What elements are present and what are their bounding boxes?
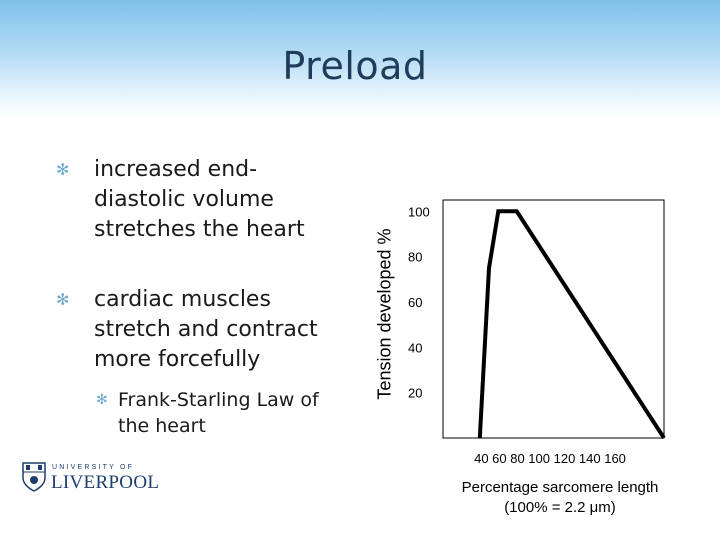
sub-bullet-text: Frank-Starling Law of the heart [118, 389, 319, 437]
bullet-item: ✻ increased end- diastolic volume stretc… [44, 155, 344, 245]
bullet-item: ✻ cardiac muscles stretch and contract m… [44, 285, 344, 375]
y-tick-label: 60 [408, 295, 422, 310]
slide-title: Preload [282, 44, 428, 88]
asterisk-icon: ✻ [56, 290, 70, 309]
title-band [0, 0, 720, 118]
y-tick-label: 80 [408, 250, 422, 265]
shield-icon [22, 462, 46, 492]
y-tick-label: 100 [408, 204, 430, 219]
y-tick-label: 40 [408, 340, 422, 355]
bullet-text: cardiac muscles stretch and contract mor… [94, 287, 318, 372]
x-tick-labels: 40 60 80 100 120 140 160 [474, 451, 626, 466]
plot-frame [442, 199, 665, 439]
bullet-text: increased end- diastolic volume stretche… [94, 157, 305, 242]
x-axis-label: Percentage sarcomere length (100% = 2.2 … [430, 478, 690, 518]
logo-liverpool: LIVERPOOL [51, 472, 160, 493]
logo-university-of: UNIVERSITY OF [52, 464, 135, 471]
x-axis-label-line2: (100% = 2.2 μm) [504, 499, 616, 516]
university-logo: UNIVERSITY OF LIVERPOOL [22, 462, 159, 496]
x-axis-label-line1: Percentage sarcomere length [461, 479, 659, 496]
sub-bullet-item: ✻ Frank-Starling Law of the heart [44, 387, 344, 439]
bullet-list: ✻ increased end- diastolic volume stretc… [44, 155, 344, 439]
asterisk-icon: ✻ [96, 392, 108, 408]
y-tick-label: 20 [408, 386, 422, 401]
tension-curve-line [477, 209, 666, 440]
asterisk-icon: ✻ [56, 160, 70, 179]
